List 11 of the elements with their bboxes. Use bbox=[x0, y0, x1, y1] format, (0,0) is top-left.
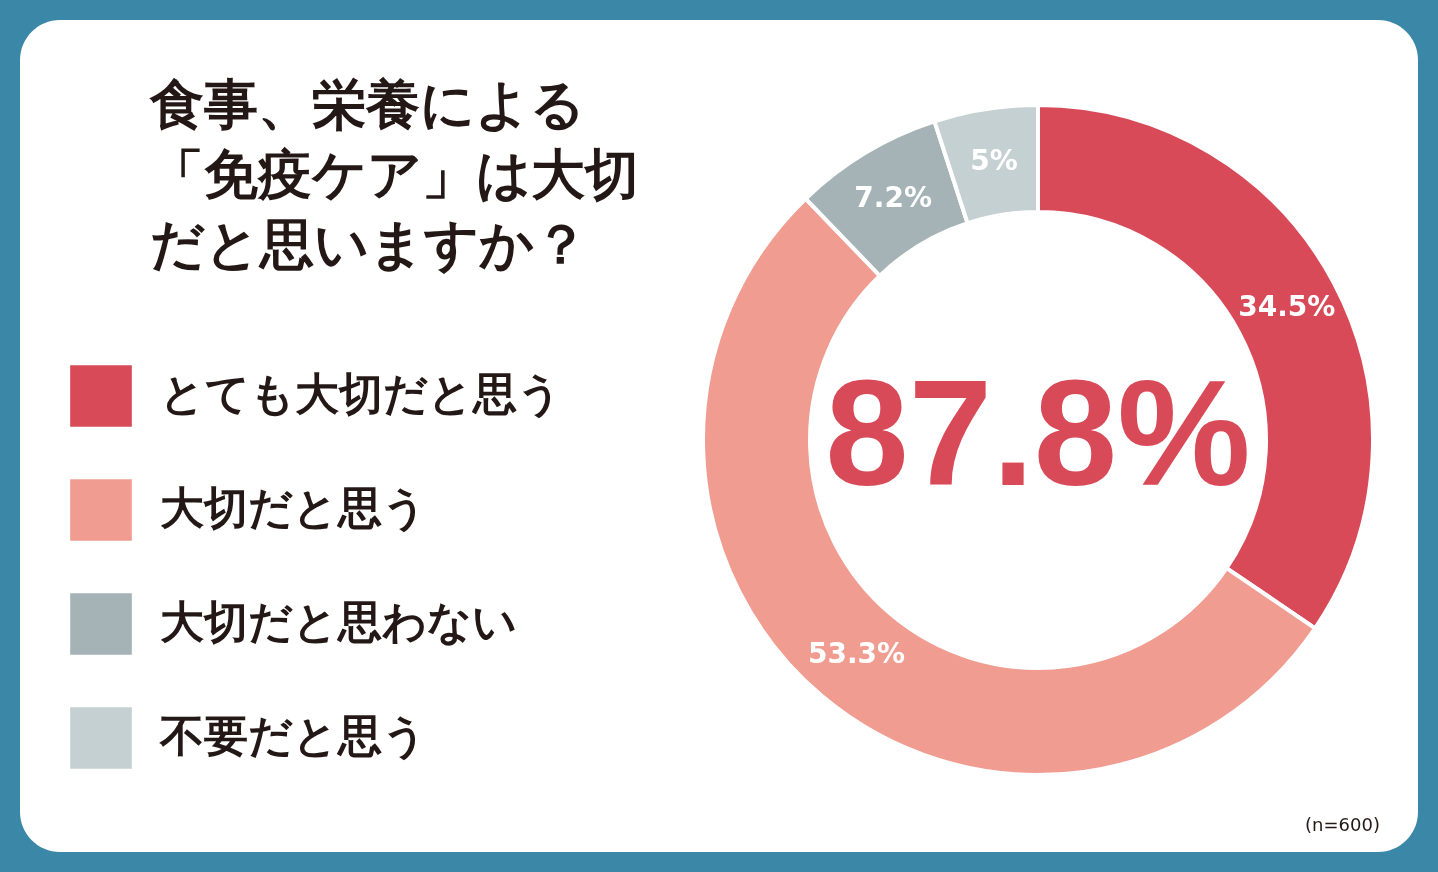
data-label: 53.3% bbox=[807, 637, 906, 671]
legend-label: 不要だと思う bbox=[159, 710, 427, 761]
text: 87.8% bbox=[825, 349, 1251, 517]
text: 食事、栄養による「免疫ケア」は大切だと思いますか？ bbox=[149, 73, 639, 276]
legend-label: とても大切だと思う bbox=[160, 368, 562, 419]
legend-label: 大切だと思わない bbox=[160, 596, 517, 647]
legend-label: 大切だと思う bbox=[160, 482, 427, 533]
text: (n=600) bbox=[1305, 814, 1380, 835]
data-label: 7.2% bbox=[854, 180, 933, 214]
data-label: 34.5% bbox=[1238, 290, 1336, 324]
data-label: 5% bbox=[970, 143, 1018, 177]
